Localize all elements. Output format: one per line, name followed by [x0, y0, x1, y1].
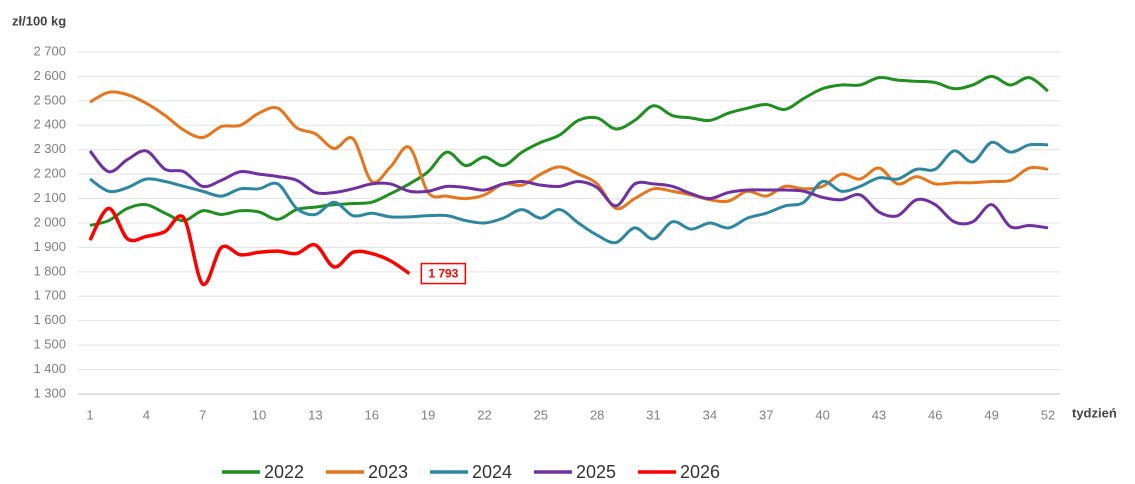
y-tick-label: 1 800 [33, 263, 66, 278]
x-tick-label: 52 [1041, 407, 1055, 422]
x-tick-label: 7 [199, 407, 206, 422]
x-tick-label: 37 [759, 407, 773, 422]
y-tick-label: 2 000 [33, 214, 66, 229]
y-tick-label: 2 700 [33, 43, 66, 58]
x-tick-label: 49 [984, 407, 998, 422]
series-line [89, 90, 1049, 211]
y-tick-label: 1 700 [33, 288, 66, 303]
x-tick-label: 28 [590, 407, 604, 422]
series-line [88, 206, 411, 286]
x-tick-label: 43 [872, 407, 886, 422]
y-tick-label: 2 100 [33, 190, 66, 205]
y-tick-label: 1 900 [33, 239, 66, 254]
x-tick-label: 13 [308, 407, 322, 422]
y-tick-label: 1 600 [33, 312, 66, 327]
y-tick-label: 2 400 [33, 117, 66, 132]
y-tick-label: 2 500 [33, 92, 66, 107]
y-tick-label: 1 500 [33, 337, 66, 352]
legend-text: 2025 [576, 462, 616, 482]
legend-text: 2026 [680, 462, 720, 482]
data-label: 1 793 [428, 267, 458, 281]
legend-text: 2023 [368, 462, 408, 482]
x-tick-label: 31 [646, 407, 660, 422]
legend-text: 2024 [472, 462, 512, 482]
x-tick-label: 4 [143, 407, 150, 422]
x-tick-label: 46 [928, 407, 942, 422]
x-tick-label: 19 [421, 407, 435, 422]
y-tick-label: 2 300 [33, 141, 66, 156]
y-tick-label: 1 400 [33, 361, 66, 376]
series-line [88, 149, 1049, 230]
y-tick-label: 2 600 [33, 68, 66, 83]
x-tick-label: 34 [703, 407, 717, 422]
series-line [89, 140, 1049, 245]
x-tick-label: 1 [86, 407, 93, 422]
x-tick-label: 16 [365, 407, 379, 422]
x-tick-label: 40 [815, 407, 829, 422]
data-label-box [420, 262, 467, 285]
x-axis-title: tydzień [1072, 405, 1117, 420]
legend-text: 2022 [264, 462, 304, 482]
series-line [89, 74, 1049, 227]
y-tick-label: 2 200 [33, 166, 66, 181]
x-tick-label: 10 [252, 407, 266, 422]
x-tick-label: 22 [477, 407, 491, 422]
y-axis-title: zł/100 kg [12, 13, 66, 28]
x-tick-label: 25 [534, 407, 548, 422]
y-tick-label: 1 300 [33, 385, 66, 400]
